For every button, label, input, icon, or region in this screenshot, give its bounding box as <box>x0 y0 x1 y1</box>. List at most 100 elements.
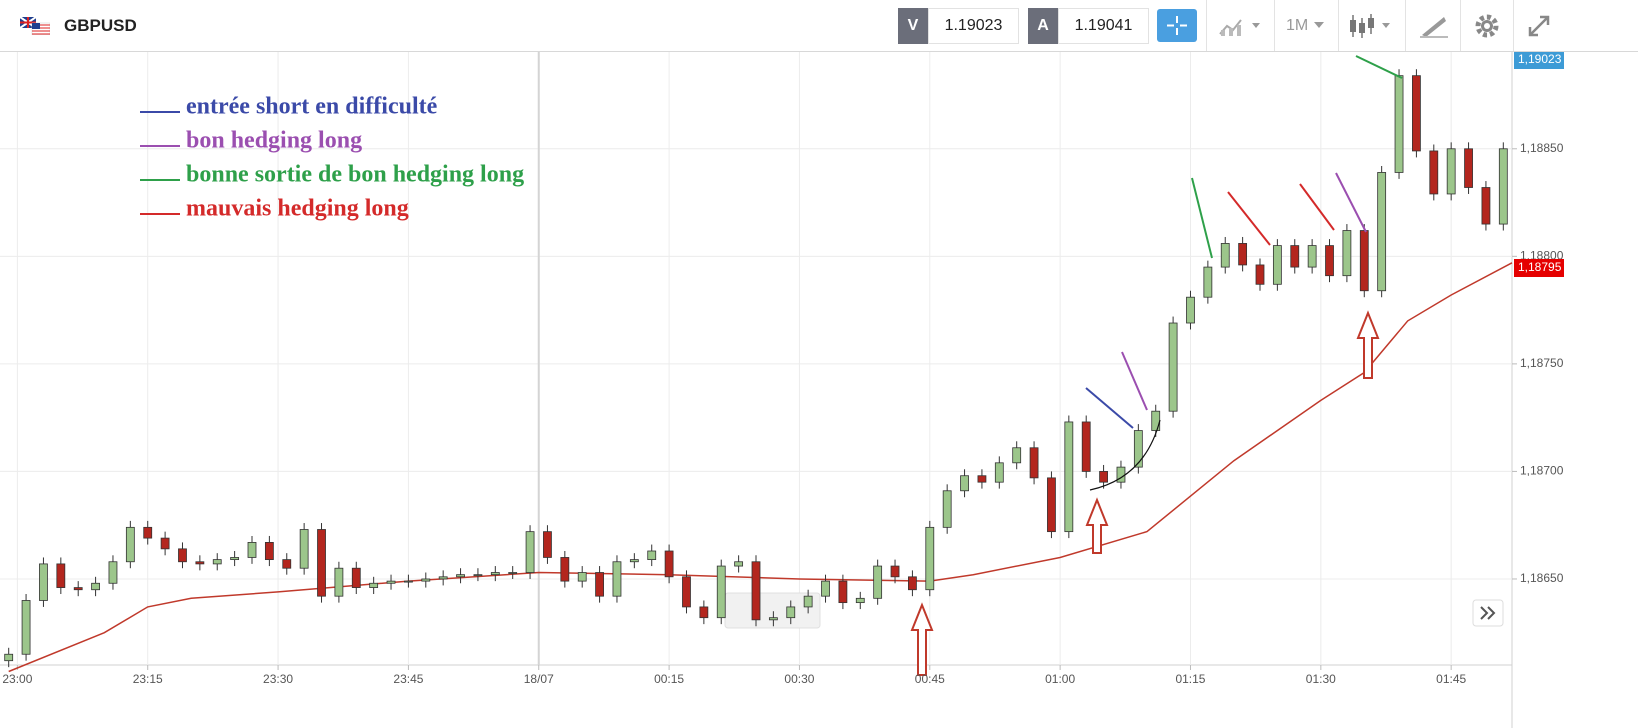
candle-body <box>560 557 570 582</box>
candle-body <box>212 559 222 565</box>
candle-body <box>456 574 465 578</box>
price-tag <box>1514 259 1564 277</box>
candle-body <box>178 548 187 563</box>
x-tick-label: 18/07 <box>524 672 554 686</box>
candle-body <box>525 531 535 573</box>
price-tag-label: 1,19023 <box>1518 52 1562 66</box>
candle-body <box>108 561 118 584</box>
candle-body <box>125 526 135 563</box>
candle-body <box>1081 421 1091 472</box>
candle-body <box>682 576 691 608</box>
candle-body <box>21 600 31 655</box>
candle-body <box>1220 243 1230 268</box>
candle-body <box>595 572 604 597</box>
candle-body <box>143 526 153 539</box>
sell-button[interactable]: V <box>898 8 928 44</box>
candle-body <box>421 578 431 582</box>
chart-type-button[interactable] <box>1218 14 1266 38</box>
y-tick-label: 1,18850 <box>1520 141 1564 155</box>
candle-body <box>751 561 761 621</box>
candle-body <box>195 561 205 565</box>
price-tag <box>1514 51 1564 69</box>
expand-button[interactable] <box>1526 13 1552 39</box>
drawing-line <box>1085 387 1134 429</box>
candle-body <box>299 529 309 569</box>
candle-body <box>1203 266 1213 298</box>
candle-body <box>91 582 100 591</box>
candle-body <box>1325 245 1334 277</box>
candle-body <box>821 580 830 597</box>
candle-body <box>664 550 674 578</box>
scroll-icon <box>1480 606 1496 620</box>
drawing-line <box>1299 183 1335 231</box>
candle-body <box>977 475 987 483</box>
drawing-line <box>1191 177 1213 259</box>
drawing-line <box>1227 191 1271 246</box>
annotation-text: mauvais hedging long <box>186 196 409 222</box>
candle-body <box>334 567 344 597</box>
candle-body <box>1012 447 1022 464</box>
candle-body <box>1359 230 1369 292</box>
crosshair-button[interactable] <box>1157 9 1197 42</box>
candle-body <box>1272 245 1282 285</box>
y-tick-label: 1,18750 <box>1520 356 1564 370</box>
buy-price: 1.19041 <box>1058 8 1149 44</box>
candle-body <box>282 559 292 569</box>
candle-body <box>942 490 952 528</box>
candle-body <box>1238 243 1248 266</box>
drawings <box>910 55 1403 676</box>
candle-body <box>803 595 813 608</box>
labels: 1,186501,187001,187501,188001,1885023:00… <box>2 51 1564 686</box>
candle-body <box>994 462 1004 483</box>
candle-body <box>873 565 883 599</box>
annotation-text: bonne sortie de bon hedging long <box>186 162 524 188</box>
annotation-text: entrée short en difficulté <box>186 94 438 120</box>
candle-body <box>473 574 483 577</box>
symbol: GBPUSD <box>64 16 137 35</box>
candle-body <box>1377 172 1387 292</box>
candle-body <box>490 572 500 576</box>
candle-body <box>838 580 848 604</box>
candle-body <box>1099 471 1108 483</box>
candle-body <box>1394 75 1404 173</box>
candle-body <box>230 557 240 561</box>
candle-body <box>1255 264 1265 285</box>
y-tick-label: 1,18700 <box>1520 464 1564 478</box>
candle-body <box>508 572 518 574</box>
candle-body <box>351 567 361 588</box>
candle-body <box>1412 75 1421 152</box>
settings-button[interactable] <box>1474 13 1500 39</box>
timeframe-button[interactable]: 1M <box>1286 17 1309 34</box>
candles-button[interactable] <box>1348 12 1396 40</box>
drawing-curve <box>1089 419 1161 491</box>
candle-body <box>4 653 14 662</box>
candle-body <box>768 617 778 621</box>
buy-button[interactable]: A <box>1028 8 1058 44</box>
scroll-button[interactable] <box>1472 599 1504 627</box>
x-tick-label: 23:00 <box>2 672 32 686</box>
candle-body <box>1481 187 1491 225</box>
draw-button[interactable] <box>1418 13 1450 39</box>
flag-icon <box>20 17 50 35</box>
arrow <box>1356 310 1380 379</box>
x-tick-label: 01:15 <box>1175 672 1205 686</box>
candle-body <box>1342 230 1352 277</box>
candle-body <box>1168 322 1178 412</box>
candle-body <box>1064 421 1074 533</box>
candle-body <box>543 531 552 558</box>
drawing-line <box>1335 172 1367 233</box>
candle-body <box>73 587 83 591</box>
candle-body <box>1186 296 1195 324</box>
candle-body <box>438 576 448 580</box>
candle-body <box>577 572 587 582</box>
drawing-line <box>1355 55 1403 79</box>
candle-body <box>1133 430 1143 468</box>
candle-body <box>1498 148 1508 225</box>
candle-body <box>39 563 48 601</box>
candle-body <box>1429 150 1439 195</box>
candle-body <box>855 597 865 604</box>
x-tick-label: 23:15 <box>133 672 163 686</box>
candle-body <box>264 542 274 561</box>
candle-body <box>247 542 257 558</box>
